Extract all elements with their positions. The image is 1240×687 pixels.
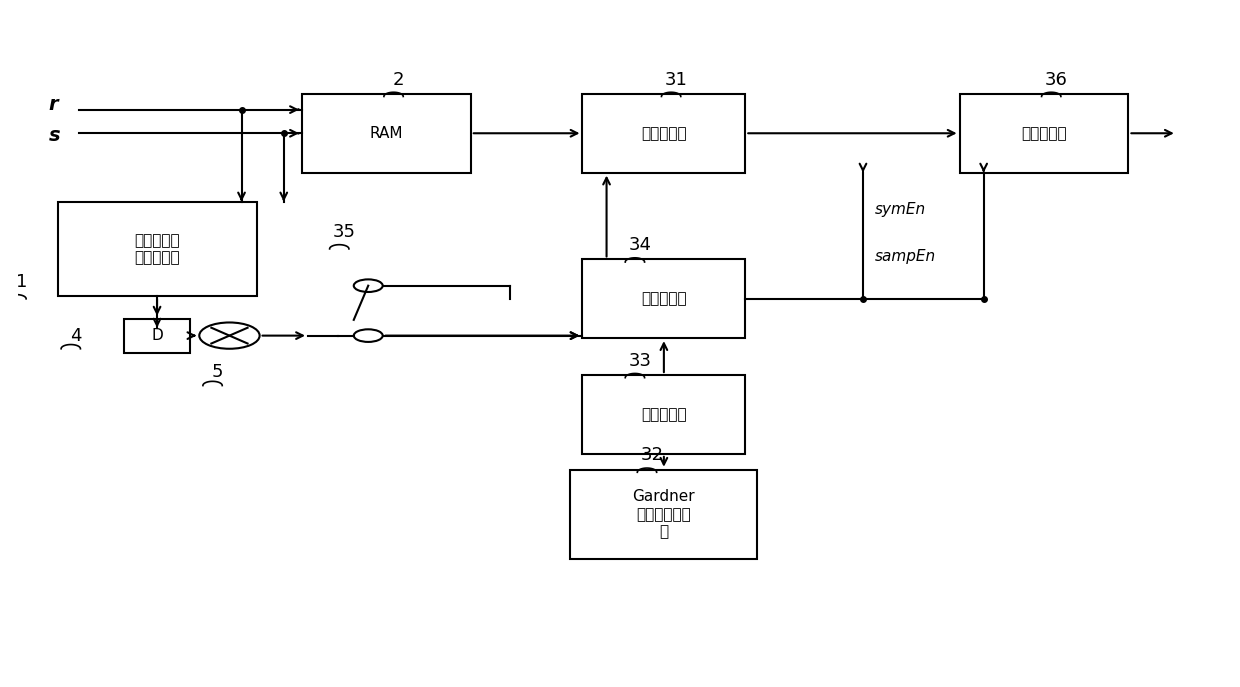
Text: Gardner
定时误差检测
器: Gardner 定时误差检测 器 bbox=[632, 489, 696, 539]
Text: RAM: RAM bbox=[370, 126, 403, 141]
Text: sampEn: sampEn bbox=[875, 249, 936, 264]
Text: 32: 32 bbox=[640, 447, 663, 464]
Text: 2: 2 bbox=[393, 71, 404, 89]
Text: D: D bbox=[151, 328, 162, 343]
Text: symEn: symEn bbox=[875, 202, 926, 217]
FancyBboxPatch shape bbox=[301, 94, 471, 172]
Text: 数控振荡器: 数控振荡器 bbox=[641, 291, 687, 306]
Text: 平方环定时
误差检测器: 平方环定时 误差检测器 bbox=[134, 233, 180, 265]
Text: 35: 35 bbox=[332, 223, 356, 241]
Text: 环路滤波器: 环路滤波器 bbox=[641, 407, 687, 422]
FancyBboxPatch shape bbox=[583, 94, 745, 172]
Text: 5: 5 bbox=[212, 363, 223, 381]
Text: 1: 1 bbox=[16, 273, 27, 291]
FancyBboxPatch shape bbox=[583, 375, 745, 454]
FancyBboxPatch shape bbox=[570, 470, 758, 559]
Text: 内插滤波器: 内插滤波器 bbox=[641, 126, 687, 141]
Text: $\bfit{s}$: $\bfit{s}$ bbox=[48, 126, 61, 146]
FancyBboxPatch shape bbox=[583, 260, 745, 338]
Text: 36: 36 bbox=[1044, 71, 1068, 89]
Text: $\bfit{r}$: $\bfit{r}$ bbox=[48, 95, 61, 114]
FancyBboxPatch shape bbox=[960, 94, 1128, 172]
Text: 33: 33 bbox=[629, 352, 651, 370]
Text: 4: 4 bbox=[69, 326, 82, 345]
FancyBboxPatch shape bbox=[124, 319, 190, 352]
Text: 匹配滤波器: 匹配滤波器 bbox=[1022, 126, 1066, 141]
Text: 31: 31 bbox=[665, 71, 687, 89]
FancyBboxPatch shape bbox=[57, 201, 257, 296]
Text: 34: 34 bbox=[629, 236, 651, 254]
